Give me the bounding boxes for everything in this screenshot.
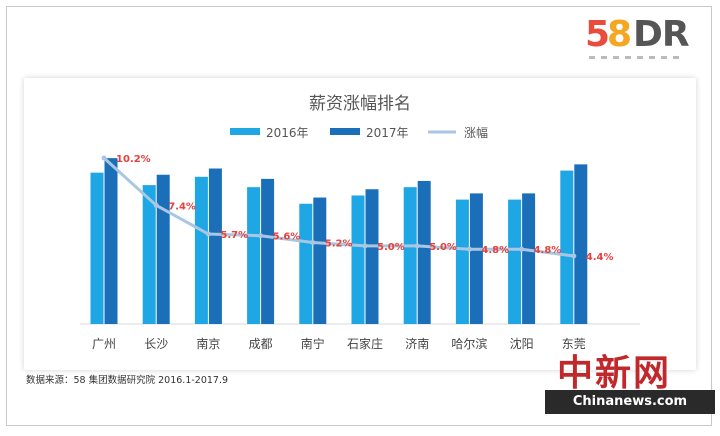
growth-point-2 [205, 231, 211, 237]
bar-2017-7 [469, 193, 483, 324]
growth-point-7 [466, 246, 472, 252]
logo-dots [589, 56, 685, 60]
bar-2016-6 [403, 187, 417, 324]
growth-data-label-0: 10.2% [116, 154, 151, 165]
bar-2016-7 [455, 199, 469, 324]
bar-2016-1 [142, 185, 156, 324]
x-tick-label-1: 长沙 [144, 337, 168, 351]
x-tick-label-9: 东莞 [562, 337, 586, 351]
logo-digit-5: 5 [585, 14, 610, 55]
growth-data-label-6: 5.0% [429, 242, 457, 253]
legend-swatch-0 [230, 128, 260, 135]
x-tick-label-5: 石家庄 [347, 336, 383, 351]
logo-digit-8: 8 [607, 14, 633, 55]
bar-2016-4 [299, 203, 313, 324]
bar-2016-5 [351, 195, 365, 324]
legend-label-1: 2017年 [366, 126, 409, 140]
x-tick-label-6: 济南 [405, 336, 429, 351]
bar-2016-9 [560, 170, 574, 324]
legend-label-2: 涨幅 [464, 125, 488, 140]
bar-2017-6 [417, 180, 431, 324]
x-tick-label-7: 哈尔滨 [451, 336, 487, 351]
58dr-logo: 5 8 DR [585, 14, 695, 64]
source-note: 数据来源：58 集团数据研究院 2016.1-2017.9 [26, 375, 229, 386]
growth-data-label-7: 4.8% [481, 245, 509, 256]
bar-2017-9 [574, 164, 588, 324]
growth-point-0 [101, 155, 107, 161]
bar-2017-4 [313, 197, 327, 324]
growth-data-label-9: 4.4% [586, 252, 614, 263]
bar-2017-5 [365, 189, 379, 324]
growth-data-label-8: 4.8% [534, 245, 562, 256]
bar-2016-3 [247, 187, 261, 324]
x-tick-label-3: 成都 [249, 337, 273, 351]
x-tick-label-8: 沈阳 [510, 336, 534, 351]
x-tick-label-4: 南宁 [301, 336, 325, 351]
growth-point-8 [519, 246, 525, 252]
growth-data-label-1: 7.4% [168, 201, 196, 212]
growth-point-6 [414, 243, 420, 249]
bar-2017-3 [261, 178, 275, 324]
growth-data-label-2: 5.7% [220, 230, 248, 241]
growth-point-9 [571, 253, 577, 259]
bar-2016-2 [194, 176, 208, 324]
growth-data-label-5: 5.0% [377, 242, 405, 253]
legend-swatch-1 [330, 128, 360, 135]
growth-line [102, 156, 574, 258]
x-tick-label-2: 南京 [196, 336, 220, 351]
bar-2016-8 [508, 199, 522, 324]
bar-2017-2 [208, 168, 222, 324]
bar-2017-1 [156, 174, 170, 324]
growth-point-3 [258, 233, 264, 239]
growth-point-1 [153, 202, 159, 208]
growth-point-5 [362, 243, 368, 249]
bar-2017-0 [104, 158, 118, 324]
logo-letters-dr: DR [633, 14, 690, 55]
bar-2016-0 [90, 172, 104, 324]
legend-label-0: 2016年 [266, 126, 309, 140]
bar-2017-8 [522, 193, 536, 324]
growth-point-4 [310, 239, 316, 245]
chinanews-watermark-logo: 中新网 [557, 352, 672, 394]
chart-title: 薪资涨幅排名 [309, 94, 411, 114]
chinanews-watermark-url: Chinanews.com [545, 390, 715, 414]
growth-data-label-4: 5.2% [325, 238, 353, 249]
x-tick-label-0: 广州 [92, 337, 116, 351]
growth-data-label-3: 5.6% [273, 232, 301, 243]
